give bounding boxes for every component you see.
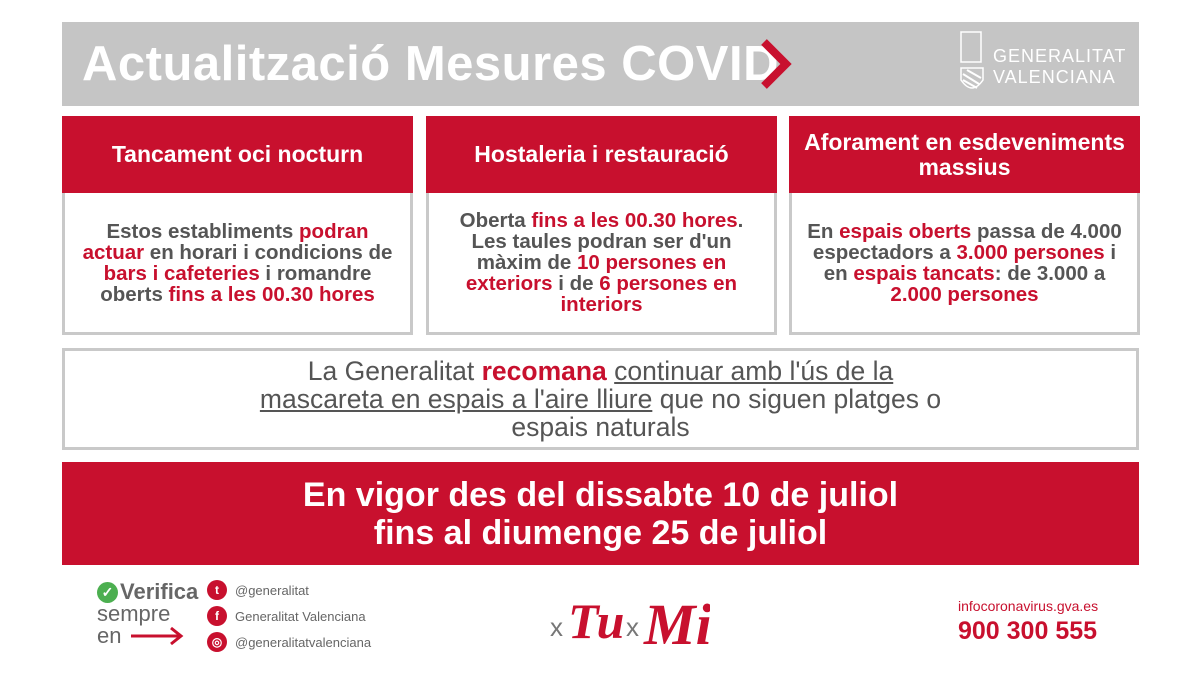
highlight-text: fins a les 00.30 hores — [531, 209, 738, 232]
highlight-text: 10 persones en exteriors — [465, 251, 727, 295]
card-body: En espais oberts passa de 4.000 espectad… — [789, 193, 1140, 335]
body-text: passa de 4.000 espectadors a — [812, 219, 1122, 264]
highlight-text: espais oberts — [839, 219, 972, 243]
coat-of-arms-icon — [960, 31, 984, 89]
social-label: Generalitat Valenciana — [235, 608, 366, 624]
twitter-icon: t — [207, 580, 227, 600]
card-hostaleria: Hostaleria i restauració Oberta fins a l… — [426, 116, 777, 335]
facebook-icon: f — [207, 606, 227, 626]
verifica-block: ✓ Verifica sempre en — [97, 581, 198, 647]
svg-text:x: x — [550, 612, 563, 642]
body-text: Estos establiments — [106, 219, 300, 243]
body-text: i en — [823, 240, 1117, 285]
sempre-label: sempre — [97, 601, 171, 626]
highlight-text: 6 persones en interiors — [560, 272, 738, 316]
page-title: Actualització Mesures COVID — [82, 37, 779, 91]
logo-line-1: GENERALITAT — [993, 46, 1127, 66]
reco-highlight: recomana — [481, 356, 607, 386]
arrow-right-icon — [131, 626, 184, 646]
reco-text-end: que no siguen platges o espais naturals — [511, 384, 942, 442]
svg-text:Tu: Tu — [568, 593, 625, 649]
chevron-right-icon — [761, 39, 792, 89]
social-label: @generalitatvalenciana — [235, 634, 372, 650]
phone-number[interactable]: 900 300 555 — [958, 617, 1098, 645]
body-text: . Les taules podran ser d'un màxim de — [471, 209, 744, 274]
verifica-label: Verifica — [120, 579, 199, 604]
svg-text:Mi: Mi — [643, 592, 710, 657]
social-facebook[interactable]: f Generalitat Valenciana — [207, 606, 366, 626]
social-instagram[interactable]: ◎ @generalitatvalenciana — [207, 632, 371, 652]
website-link[interactable]: infocoronavirus.gva.es — [958, 598, 1099, 614]
reco-underlined: continuar amb l'ús de la mascareta en es… — [259, 356, 894, 414]
social-label: @generalitat — [235, 582, 309, 598]
body-text: : de 3.000 a — [994, 261, 1106, 285]
card-oci-nocturn: Tancament oci nocturn Estos establiments… — [62, 116, 413, 335]
body-text: En — [807, 219, 840, 243]
check-icon: ✓ — [97, 581, 118, 603]
reco-text: La Generalitat — [307, 356, 482, 386]
instagram-icon: ◎ — [207, 632, 227, 652]
highlight-text: 3.000 persones — [956, 240, 1105, 264]
body-text: i romandre oberts — [100, 261, 372, 306]
highlight-text: 2.000 persones — [890, 282, 1039, 306]
card-title: Tancament oci nocturn — [62, 116, 413, 193]
social-twitter[interactable]: t @generalitat — [207, 580, 309, 600]
card-title: Aforament en esdeveniments massius — [789, 116, 1140, 193]
body-text: en horari i condicions de — [144, 240, 393, 264]
card-title: Hostaleria i restauració — [426, 116, 777, 193]
card-body: Estos establiments podran actuar en hora… — [62, 193, 413, 335]
card-aforament: Aforament en esdeveniments massius En es… — [789, 116, 1140, 335]
logo-line-2: VALENCIANA — [993, 67, 1116, 87]
banner-line-2: fins al diumenge 25 de juliol — [373, 513, 828, 552]
body-text: i de — [552, 272, 600, 295]
svg-text:x: x — [626, 612, 639, 642]
body-text: Oberta — [459, 209, 532, 232]
generalitat-logo: GENERALITAT VALENCIANA — [957, 28, 1127, 100]
xtu-xmi-logo: x Tu x Mi — [550, 592, 710, 657]
header-bar: Actualització Mesures COVID GENERALITAT V… — [62, 22, 1139, 106]
validity-banner: En vigor des del dissabte 10 de juliol f… — [62, 462, 1139, 565]
highlight-text: fins a les 00.30 hores — [168, 282, 375, 306]
card-body: Oberta fins a les 00.30 hores. Les taule… — [426, 193, 777, 335]
en-label: en — [97, 623, 122, 648]
highlight-text: bars i cafeteries — [103, 261, 260, 285]
highlight-text: podran actuar — [82, 219, 369, 264]
recommendation-box: La Generalitat recomana continuar amb l'… — [62, 348, 1139, 450]
banner-line-1: En vigor des del dissabte 10 de juliol — [302, 475, 899, 514]
highlight-text: espais tancats — [853, 261, 995, 285]
contact-block: infocoronavirus.gva.es 900 300 555 — [958, 598, 1098, 646]
